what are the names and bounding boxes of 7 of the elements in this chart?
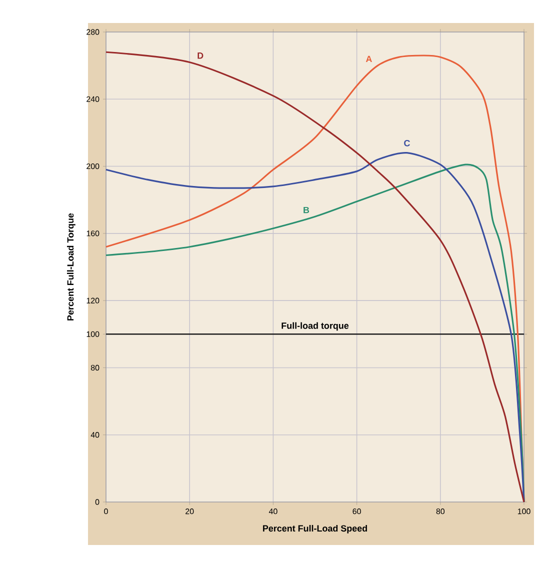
y-axis-title: Percent Full-Load Torque xyxy=(67,213,76,320)
series-label: A xyxy=(366,56,372,62)
series-label: D xyxy=(198,52,204,59)
series-label: B xyxy=(304,206,310,214)
series-label: C xyxy=(404,140,410,146)
ref-line-label: Full-load torque xyxy=(282,322,349,331)
x-axis-title: Percent Full-Load Speed xyxy=(263,524,367,534)
